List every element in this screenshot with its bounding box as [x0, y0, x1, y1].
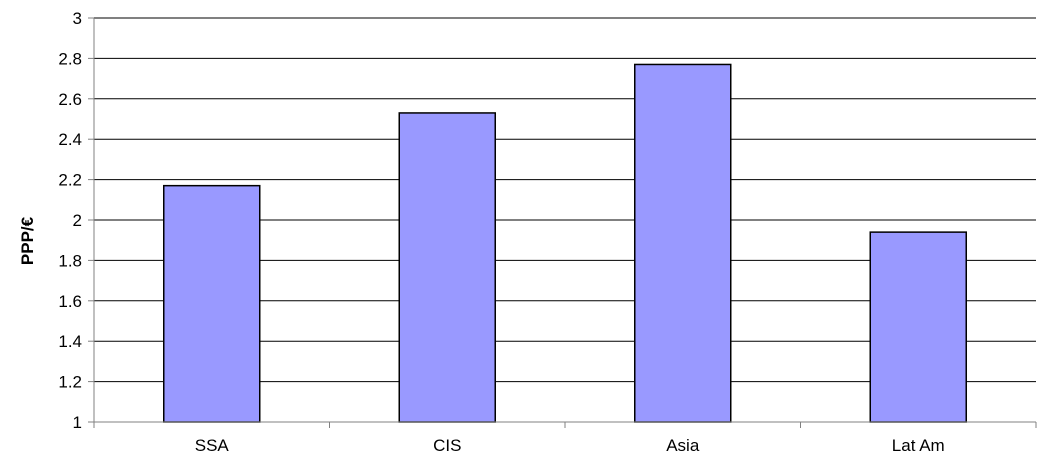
x-tick-label: Lat Am	[892, 436, 945, 455]
bar-asia	[634, 63, 732, 423]
x-tick-labels: SSA CIS Asia Lat Am	[195, 436, 945, 455]
y-tick-label: 1.2	[58, 373, 82, 392]
y-tick-labels: 1 1.2 1.4 1.6 1.8 2 2.2 2.4 2.6 2.8 3	[58, 9, 82, 432]
axes	[88, 17, 1037, 428]
y-tick-label: 1	[73, 413, 82, 432]
y-tick-label: 2.2	[58, 171, 82, 190]
y-tick-label: 1.8	[58, 251, 82, 270]
bar-lat-am	[869, 231, 967, 423]
x-tick-label: SSA	[195, 436, 230, 455]
y-tick-label: 2.4	[58, 130, 82, 149]
y-tick-label: 1.4	[58, 332, 82, 351]
bars	[163, 63, 967, 423]
y-axis-title: PPP/€	[18, 216, 37, 265]
y-tick-label: 2.8	[58, 49, 82, 68]
y-tick-label: 1.6	[58, 292, 82, 311]
y-tick-label: 2	[73, 211, 82, 230]
bar-ssa	[163, 184, 261, 423]
x-tick-label: CIS	[433, 436, 461, 455]
bar-cis	[398, 112, 496, 423]
y-tick-label: 2.6	[58, 90, 82, 109]
x-tick-label: Asia	[666, 436, 700, 455]
y-tick-label: 3	[73, 9, 82, 28]
